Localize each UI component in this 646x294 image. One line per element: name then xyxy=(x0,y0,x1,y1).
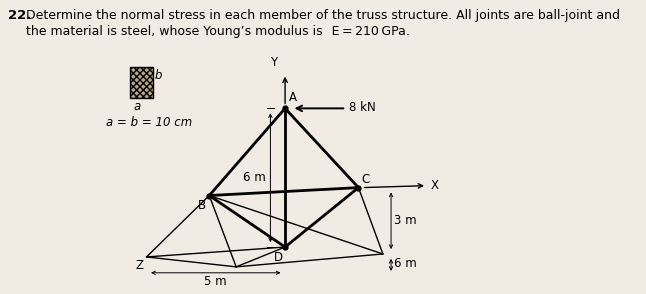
Bar xyxy=(130,67,153,98)
Text: Z: Z xyxy=(135,259,143,272)
Text: 6 m: 6 m xyxy=(243,171,266,184)
Text: Determine the normal stress in each member of the truss structure. All joints ar: Determine the normal stress in each memb… xyxy=(26,9,620,22)
Text: X: X xyxy=(430,179,438,192)
Text: 8 kN: 8 kN xyxy=(349,101,376,114)
Text: A: A xyxy=(289,91,297,104)
Text: Y: Y xyxy=(270,56,277,69)
Text: 5 m: 5 m xyxy=(205,275,227,288)
Text: 6 m: 6 m xyxy=(394,257,417,270)
Text: b: b xyxy=(154,69,162,82)
Text: D: D xyxy=(275,251,284,264)
Text: the material is steel, whose Young’s modulus is   E = 210 GPa.: the material is steel, whose Young’s mod… xyxy=(26,25,410,38)
Text: 22.: 22. xyxy=(8,9,31,22)
Text: a: a xyxy=(134,101,141,113)
Text: a = b = 10 cm: a = b = 10 cm xyxy=(106,116,192,129)
Text: B: B xyxy=(198,200,206,213)
Text: 3 m: 3 m xyxy=(394,214,417,227)
Text: C: C xyxy=(362,173,370,186)
